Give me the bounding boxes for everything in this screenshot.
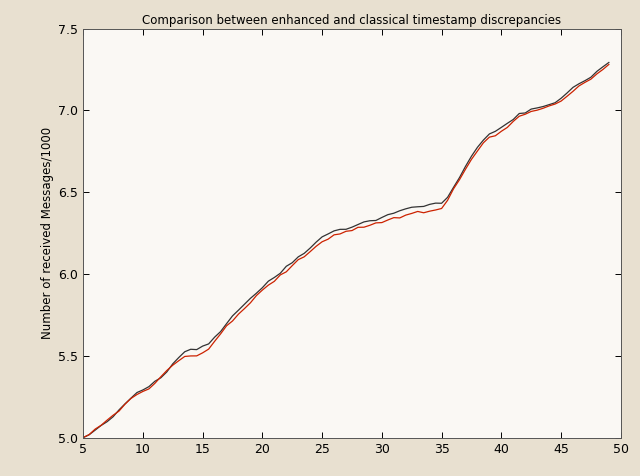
Title: Comparison between enhanced and classical timestamp discrepancies: Comparison between enhanced and classica… [143, 14, 561, 28]
Y-axis label: Number of received Messages/1000: Number of received Messages/1000 [41, 127, 54, 339]
